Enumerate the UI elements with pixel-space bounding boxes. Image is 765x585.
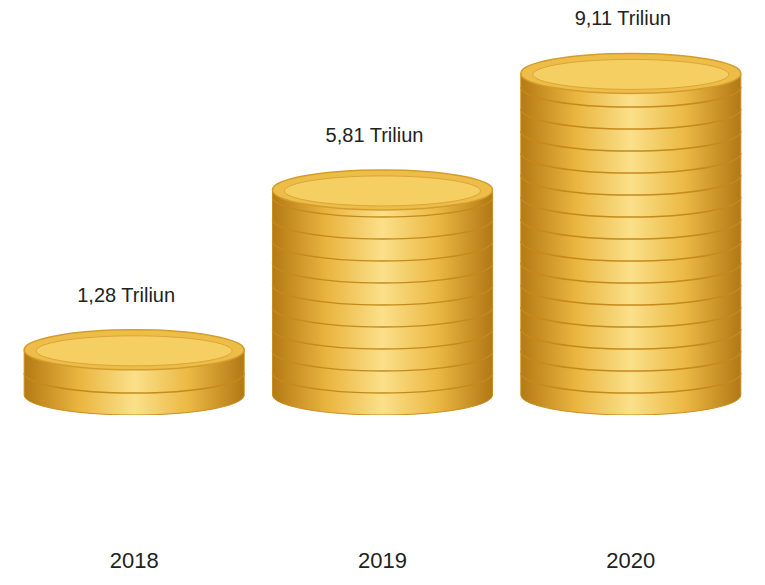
data-label: 5,81 Triliun <box>326 124 424 146</box>
coin-edge <box>521 241 741 261</box>
data-label: 1,28 Triliun <box>77 284 175 306</box>
tick-label: 2019 <box>358 548 407 573</box>
coin-edge <box>521 307 741 327</box>
coin-face <box>533 59 729 89</box>
coin-edge <box>273 241 493 261</box>
coin-edge <box>273 329 493 349</box>
bar <box>521 73 741 415</box>
coin-edge <box>521 351 741 371</box>
coin-top <box>273 170 493 210</box>
coin-edge <box>273 263 493 283</box>
coin-edge <box>521 109 741 129</box>
data-label: 9,11 Triliun <box>575 7 671 29</box>
coin-stack <box>273 170 493 415</box>
bar <box>273 190 493 415</box>
marks <box>24 53 741 415</box>
coin-top <box>24 330 244 370</box>
coin-face <box>285 176 481 206</box>
coin-edge <box>273 219 493 239</box>
coin-edge <box>521 153 741 173</box>
tick-label: 2018 <box>110 548 159 573</box>
coin-edge <box>521 175 741 195</box>
coin-edge <box>273 307 493 327</box>
coin-edge <box>521 219 741 239</box>
coin-edge <box>521 373 741 393</box>
coin-edge <box>273 285 493 305</box>
coin-top <box>521 53 741 93</box>
labels: 1,28 Triliun 2018 5,81 Triliun 2019 9,11 Tri… <box>77 7 671 573</box>
coin-face <box>36 336 232 366</box>
coin-edge <box>521 285 741 305</box>
tick-label: 2020 <box>606 548 655 573</box>
coin-edge <box>273 373 493 393</box>
chart: 1,28 Triliun 2018 5,81 Triliun 2019 9,11 Tri… <box>0 0 765 585</box>
coin-edge <box>521 329 741 349</box>
coin-edge <box>521 131 741 151</box>
coin-edge <box>273 351 493 371</box>
coin-stack <box>24 330 244 415</box>
coin-edge <box>24 373 244 393</box>
coin-edge <box>521 263 741 283</box>
coin-edge <box>521 197 741 217</box>
coin-stack <box>521 53 741 415</box>
